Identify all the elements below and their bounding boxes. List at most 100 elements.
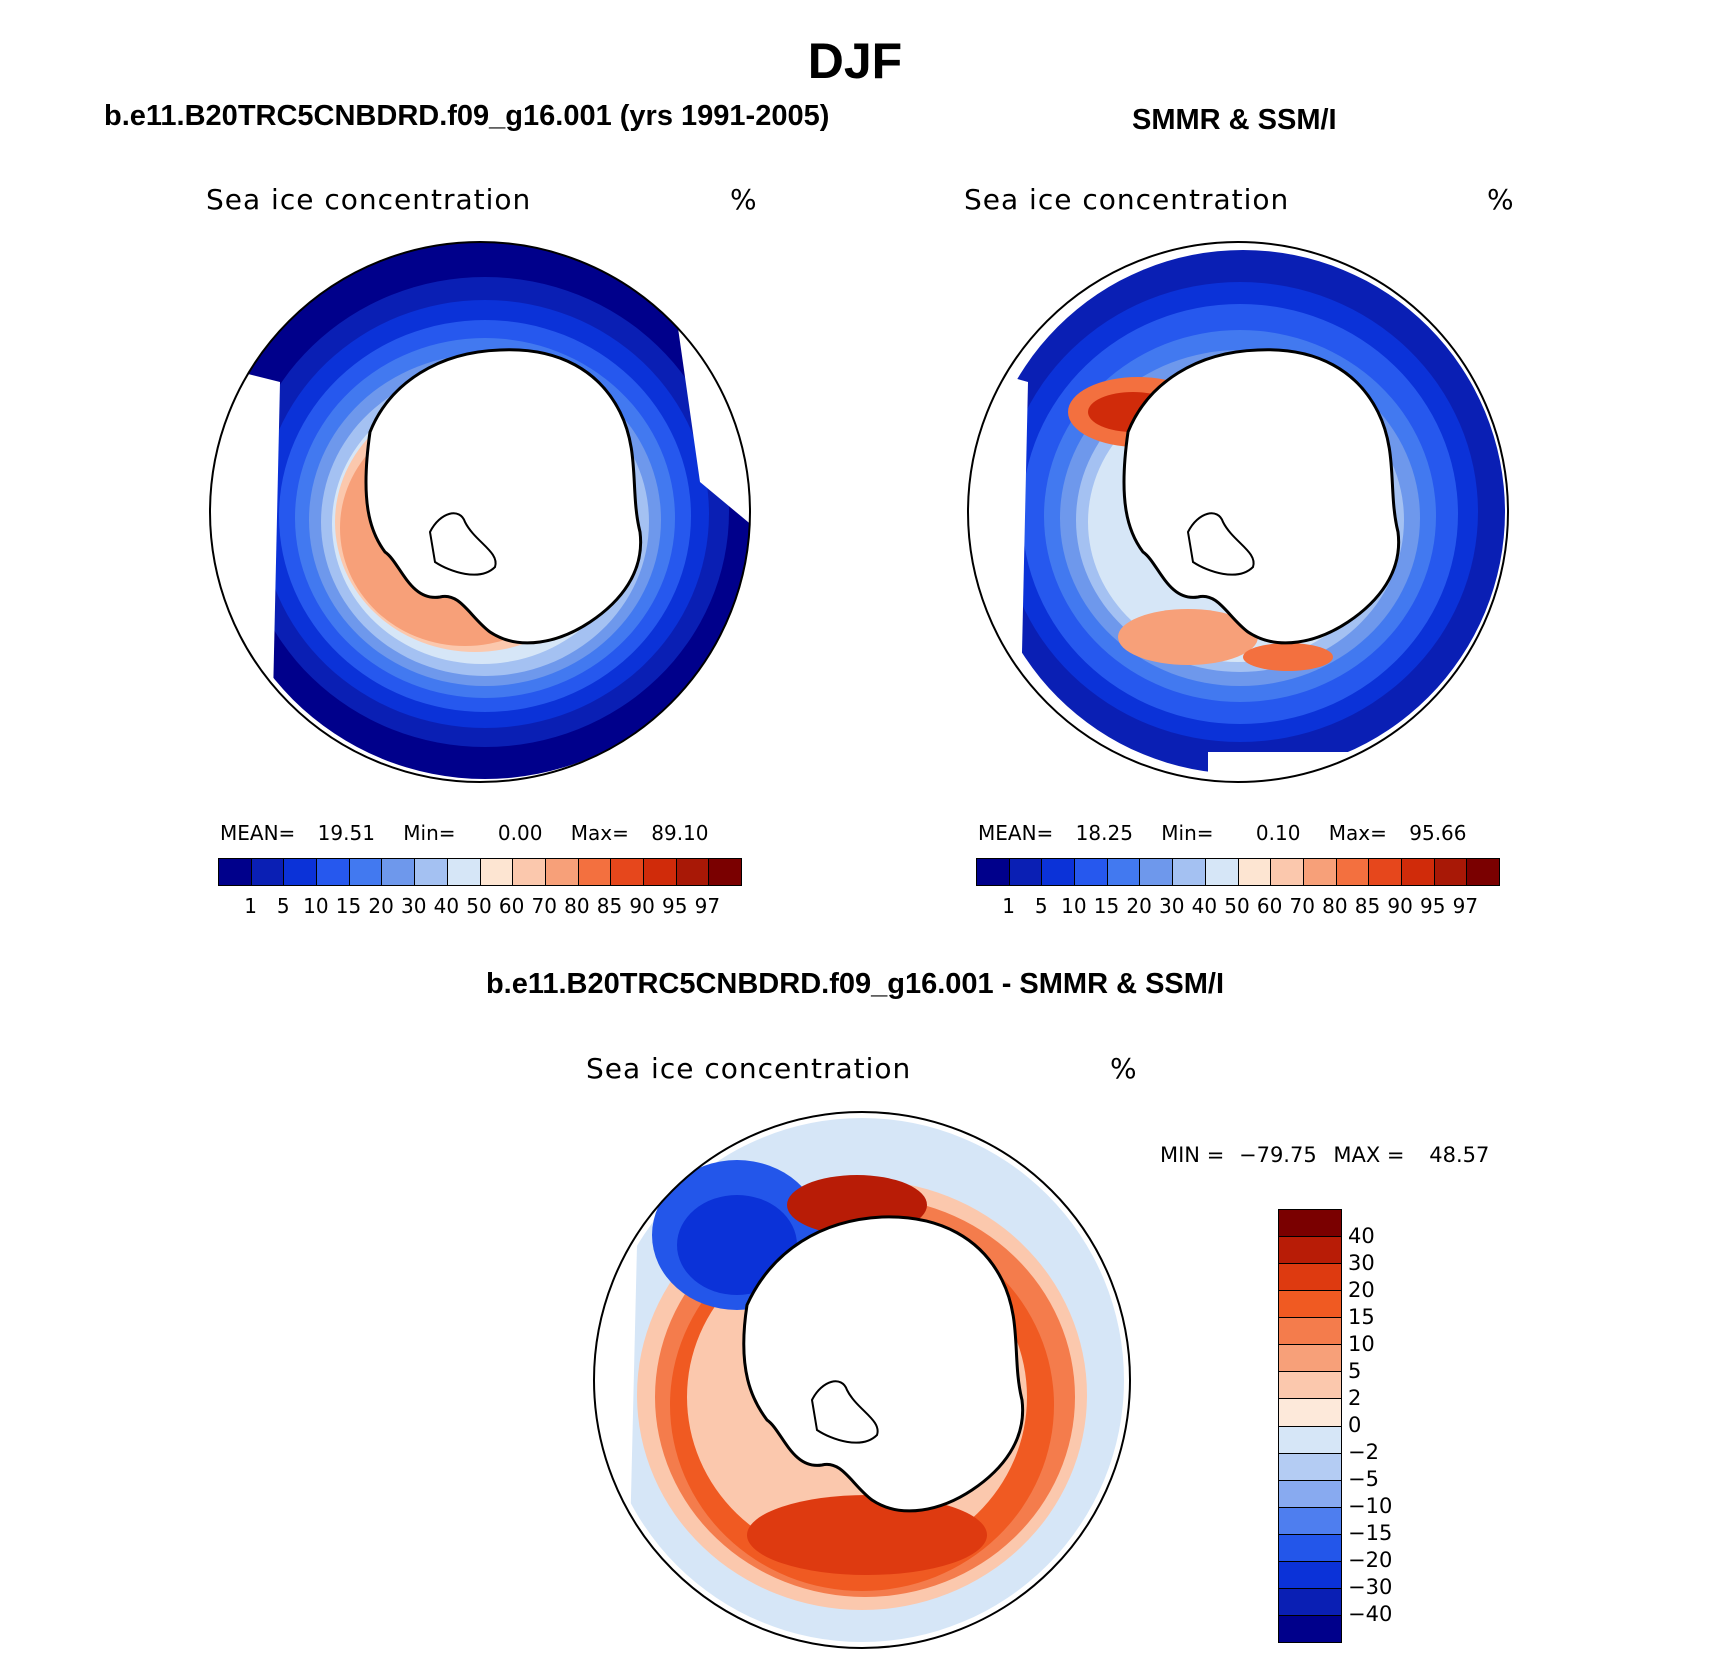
panel-1-colorbar-swatch (480, 859, 514, 885)
panel-2-map-title: Sea ice concentration (964, 183, 1290, 216)
panel-2-colorbar-tick-label: 95 (1420, 894, 1446, 918)
panel-1-map-title: Sea ice concentration (206, 183, 532, 216)
panel-2-colorbar-tick-label: 70 (1289, 894, 1315, 918)
panel-3-min-value: −79.75 (1238, 1143, 1317, 1167)
panel-3-colorbar-tick-label: −15 (1348, 1521, 1393, 1545)
panel-2-colorbar-tick-label: 97 (1452, 894, 1479, 918)
panel-3-colorbar-tick-label: 5 (1348, 1359, 1362, 1383)
panel-2-max-value: 95.66 (1409, 821, 1467, 845)
panel-3-colorbar (1278, 1209, 1342, 1643)
panel-2-max-label: Max= (1328, 821, 1387, 845)
panel-3-colorbar-swatch (1279, 1399, 1341, 1427)
panel-1-colorbar-tick-label: 40 (433, 894, 460, 918)
panel-1-colorbar-tick-label: 50 (466, 894, 492, 918)
panel-3-min-label: MIN = (1160, 1143, 1225, 1167)
panel-2-polar-map (967, 241, 1509, 783)
panel-1-mean-value: 19.51 (317, 821, 375, 845)
panel-1-colorbar-tick-label: 90 (629, 894, 655, 918)
panel-3-colorbar-swatch (1279, 1372, 1341, 1400)
panel-3-units: % (1110, 1052, 1138, 1085)
panel-2-colorbar-tick-label: 10 (1061, 894, 1087, 918)
panel-1-colorbar-swatch (611, 859, 644, 885)
panel-1-colorbar-swatch (676, 859, 710, 885)
panel-2-colorbar-swatch (1205, 859, 1239, 885)
panel-1-colorbar-tick-label: 15 (335, 894, 362, 918)
panel-3-colorbar-swatch (1279, 1480, 1341, 1508)
panel-1-max-value: 89.10 (651, 821, 709, 845)
panel-1-colorbar-swatch (219, 859, 252, 885)
panel-2-colorbar-ticks: 1 5 10 15 20 30 40 50 60 70 80 85 90 95 97 (976, 894, 1500, 920)
panel-2-colorbar-tick-label: 5 (1034, 894, 1048, 918)
panel-3-subtitle: b.e11.B20TRC5CNBDRD.f09_g16.001 - SMMR &… (485, 968, 1225, 1000)
panel-2-colorbar-tick-label: 60 (1256, 894, 1283, 918)
panel-3-colorbar-tick-label: 0 (1348, 1413, 1362, 1437)
figure-title: DJF (807, 33, 903, 89)
panel-2-mean-label: MEAN= (978, 821, 1054, 845)
panel-2-stats: MEAN= 18.25 Min= 0.10 Max= 95.66 (978, 821, 1467, 845)
panel-3-colorbar-swatch (1279, 1615, 1341, 1642)
panel-1-polar-map (209, 241, 751, 783)
panel-1-colorbar (218, 858, 742, 886)
panel-2-colorbar-swatch (1140, 859, 1174, 885)
panel-1-colorbar-swatch (382, 859, 416, 885)
panel-1-max-label: Max= (570, 821, 629, 845)
panel-2-colorbar-swatch (1467, 859, 1499, 885)
panel-1-colorbar-tick-label: 5 (276, 894, 290, 918)
panel-2-colorbar-swatch (1336, 859, 1370, 885)
panel-1-colorbar-ticks: 1 5 10 15 20 30 40 50 60 70 80 85 90 95 97 (218, 894, 742, 920)
panel-3-colorbar-tick-label: −40 (1348, 1602, 1393, 1626)
panel-3-colorbar-tick-label: 10 (1348, 1332, 1375, 1356)
panel-3-colorbar-swatch (1279, 1264, 1341, 1292)
panel-3-colorbar-tick-label: −2 (1348, 1440, 1379, 1464)
panel-3-colorbar-swatch (1279, 1507, 1341, 1535)
panel-3-colorbar-swatch (1279, 1237, 1341, 1265)
panel-3-colorbar-tick-label: 20 (1348, 1278, 1375, 1302)
panel-1-colorbar-swatch (349, 859, 383, 885)
panel-1-colorbar-tick-label: 70 (531, 894, 557, 918)
panel-2-colorbar-tick-label: 40 (1191, 894, 1218, 918)
panel-3-colorbar-swatch (1279, 1345, 1341, 1373)
panel-2-colorbar-tick-label: 50 (1224, 894, 1250, 918)
panel-1-min-label: Min= (403, 821, 456, 845)
panel-1-units: % (730, 183, 758, 216)
panel-1-colorbar-tick-label: 60 (498, 894, 525, 918)
panel-2-colorbar-swatch (1271, 859, 1304, 885)
panel-2-units: % (1487, 183, 1515, 216)
panel-1-colorbar-swatch (317, 859, 350, 885)
panel-2-colorbar-swatch (1075, 859, 1108, 885)
panel-3-max-value: 48.57 (1429, 1143, 1490, 1167)
panel-3-max-label: MAX = (1333, 1143, 1405, 1167)
panel-3-colorbar-swatch (1279, 1318, 1341, 1346)
panel-1-stats: MEAN= 19.51 Min= 0.00 Max= 89.10 (220, 821, 709, 845)
panel-1-colorbar-swatch (284, 859, 318, 885)
panel-2-colorbar-swatch (1042, 859, 1076, 885)
panel-3-colorbar-tick-label: 40 (1348, 1224, 1375, 1248)
panel-3-colorbar-swatch (1279, 1453, 1341, 1481)
panel-1-colorbar-tick-label: 95 (662, 894, 688, 918)
panel-1-subtitle: b.e11.B20TRC5CNBDRD.f09_g16.001 (yrs 199… (104, 100, 830, 132)
panel-2-min-value: 0.10 (1255, 821, 1301, 845)
panel-2-colorbar-swatch (1401, 859, 1435, 885)
panel-2-subtitle: SMMR & SSM/I (1132, 104, 1337, 136)
panel-2-colorbar-swatch (1107, 859, 1141, 885)
panel-2-colorbar-swatch (1238, 859, 1272, 885)
panel-2-colorbar-swatch (1009, 859, 1043, 885)
panel-2-colorbar-tick-label: 15 (1093, 894, 1120, 918)
panel-3-colorbar-tick-label: 15 (1348, 1305, 1375, 1329)
panel-2-colorbar-tick-label: 90 (1387, 894, 1413, 918)
panel-3-map-title: Sea ice concentration (586, 1052, 912, 1085)
panel-3-polar-map (593, 1111, 1131, 1649)
panel-3-colorbar-swatch (1279, 1210, 1341, 1238)
panel-3-colorbar-tick-label: −5 (1348, 1467, 1379, 1491)
panel-3-colorbar-swatch (1279, 1291, 1341, 1319)
panel-1-colorbar-swatch (709, 859, 741, 885)
panel-1-mean-label: MEAN= (220, 821, 296, 845)
panel-1-colorbar-swatch (513, 859, 546, 885)
panel-1-colorbar-tick-label: 1 (244, 894, 257, 918)
panel-2-min-label: Min= (1161, 821, 1214, 845)
panel-2-antarctica (1122, 348, 1401, 645)
panel-2-colorbar-tick-label: 30 (1159, 894, 1185, 918)
panel-3-colorbar-tick-label: 2 (1348, 1386, 1362, 1410)
panel-3-antarctica (742, 1215, 1025, 1513)
panel-2-colorbar-tick-label: 1 (1002, 894, 1015, 918)
